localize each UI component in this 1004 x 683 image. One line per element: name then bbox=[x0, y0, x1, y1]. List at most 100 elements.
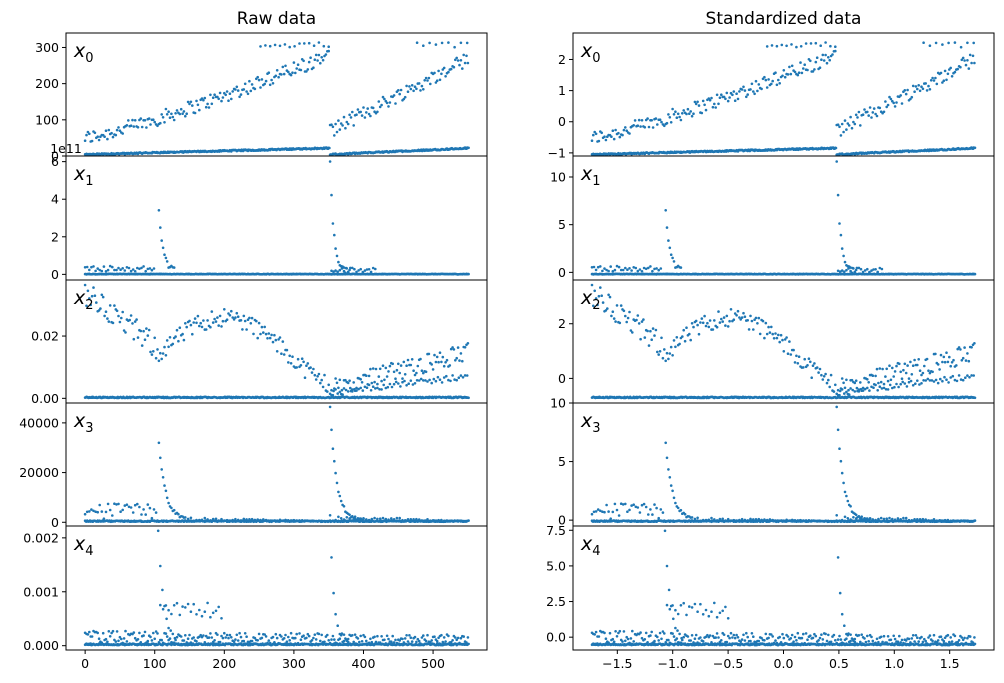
data-point bbox=[392, 641, 396, 644]
data-point bbox=[260, 78, 264, 81]
data-point bbox=[153, 120, 156, 124]
data-point bbox=[426, 380, 429, 383]
data-point bbox=[86, 289, 90, 293]
data-point bbox=[849, 115, 852, 119]
data-point bbox=[106, 137, 109, 141]
data-point bbox=[144, 513, 147, 516]
data-point bbox=[367, 268, 371, 271]
data-point bbox=[284, 633, 287, 637]
data-point bbox=[220, 99, 223, 103]
data-point bbox=[159, 456, 162, 460]
data-point bbox=[101, 631, 105, 635]
data-point bbox=[90, 635, 94, 638]
data-point bbox=[250, 83, 254, 86]
y-tick-label: −1 bbox=[548, 145, 566, 160]
data-point bbox=[264, 79, 268, 83]
data-point bbox=[802, 67, 805, 70]
data-point bbox=[161, 588, 164, 592]
data-point bbox=[280, 73, 283, 76]
data-point bbox=[711, 105, 715, 109]
data-point bbox=[172, 604, 176, 607]
data-point bbox=[352, 124, 356, 127]
data-point bbox=[319, 639, 322, 643]
data-point bbox=[283, 43, 287, 46]
data-point bbox=[338, 268, 342, 272]
data-point bbox=[110, 131, 113, 135]
data-point bbox=[380, 635, 383, 638]
data-point bbox=[230, 309, 233, 313]
data-point bbox=[170, 612, 173, 616]
data-point bbox=[140, 344, 144, 347]
data-point bbox=[424, 639, 428, 643]
data-point bbox=[140, 266, 143, 270]
data-point bbox=[613, 268, 617, 272]
data-point bbox=[192, 636, 195, 639]
data-point bbox=[799, 61, 802, 64]
data-point bbox=[196, 314, 200, 318]
data-point bbox=[697, 104, 701, 107]
data-point bbox=[839, 134, 843, 137]
data-point bbox=[628, 267, 631, 270]
data-point bbox=[83, 266, 87, 269]
data-point bbox=[382, 383, 386, 387]
data-point bbox=[100, 510, 104, 513]
data-point bbox=[332, 591, 335, 595]
data-point bbox=[842, 130, 845, 134]
data-point bbox=[181, 332, 184, 336]
data-point bbox=[916, 87, 919, 91]
data-point bbox=[929, 79, 933, 82]
data-point bbox=[738, 90, 741, 93]
data-point bbox=[175, 601, 179, 605]
data-point bbox=[378, 367, 382, 371]
data-point bbox=[422, 634, 425, 637]
data-point bbox=[781, 74, 784, 78]
data-point bbox=[259, 45, 262, 48]
data-point bbox=[312, 44, 316, 47]
data-point bbox=[307, 60, 311, 64]
data-point bbox=[131, 118, 134, 122]
data-point bbox=[172, 118, 176, 122]
data-point bbox=[336, 624, 340, 627]
data-point bbox=[435, 639, 439, 643]
data-point bbox=[136, 266, 139, 270]
data-point bbox=[351, 110, 354, 114]
data-point bbox=[285, 640, 289, 643]
data-point bbox=[211, 611, 215, 615]
data-point bbox=[135, 318, 138, 321]
data-point bbox=[204, 328, 208, 331]
data-point bbox=[405, 634, 408, 637]
data-point bbox=[803, 63, 806, 66]
data-point bbox=[640, 119, 644, 122]
y-tick-label: 0.001 bbox=[23, 584, 59, 599]
data-point bbox=[327, 45, 331, 48]
data-point bbox=[120, 316, 123, 320]
data-point bbox=[156, 124, 159, 128]
data-point bbox=[814, 41, 818, 45]
data-point bbox=[442, 636, 446, 639]
data-point bbox=[317, 632, 321, 636]
data-point bbox=[182, 639, 186, 642]
y-tick-label: 0.002 bbox=[23, 530, 59, 545]
data-point bbox=[152, 118, 155, 121]
data-point bbox=[164, 489, 168, 493]
data-point bbox=[426, 633, 429, 637]
data-point bbox=[628, 132, 631, 135]
data-point bbox=[160, 113, 163, 116]
data-point bbox=[688, 112, 691, 115]
data-point bbox=[624, 126, 627, 129]
data-point bbox=[391, 362, 395, 366]
data-point bbox=[892, 101, 895, 105]
data-point bbox=[928, 44, 932, 47]
data-point bbox=[906, 88, 909, 92]
data-point bbox=[592, 133, 595, 137]
data-point bbox=[243, 632, 247, 635]
data-point bbox=[953, 41, 957, 44]
data-point bbox=[117, 639, 120, 643]
data-point bbox=[195, 99, 198, 103]
data-point bbox=[435, 79, 439, 82]
data-point bbox=[467, 519, 470, 522]
